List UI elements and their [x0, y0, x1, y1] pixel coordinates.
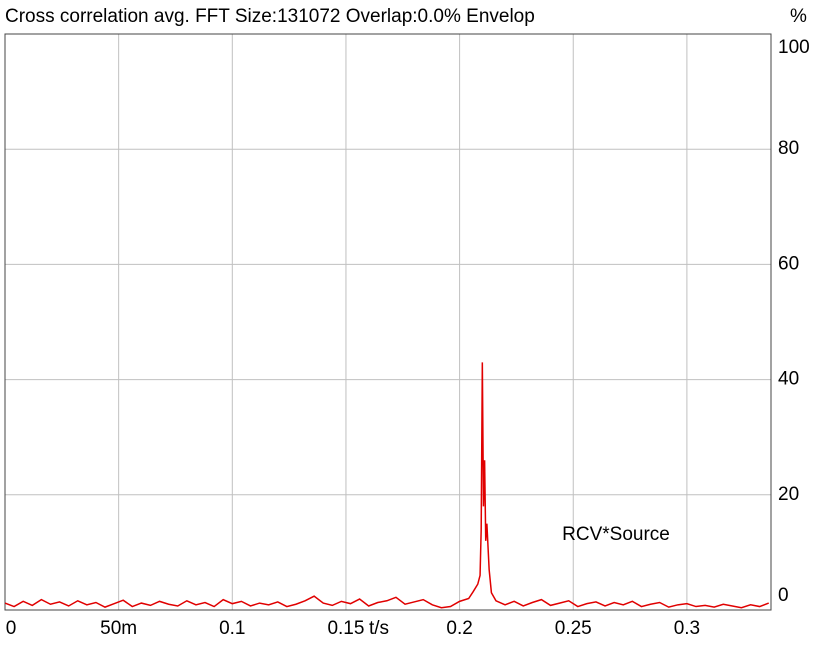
x-tick-label: 0.15: [327, 618, 364, 639]
y-tick-label: 40: [778, 369, 799, 390]
plot-frame: [4, 33, 772, 611]
x-tick-label: 0.3: [674, 618, 700, 639]
x-tick-label: 0.2: [446, 618, 472, 639]
x-tick-label: 0.1: [219, 618, 245, 639]
y-tick-label: 0: [778, 585, 789, 606]
y-axis-unit: %: [790, 6, 807, 27]
y-tick-label: 80: [778, 138, 799, 159]
y-tick-label: 60: [778, 253, 799, 274]
y-tick-label: 100: [778, 37, 810, 58]
x-axis-label: t/s: [369, 618, 389, 639]
chart-title: Cross correlation avg. FFT Size:131072 O…: [5, 6, 535, 27]
x-tick-label: 0: [6, 618, 17, 639]
plot-area: [5, 362, 769, 609]
annotation: RCV*Source: [562, 524, 670, 545]
y-tick-label: 20: [778, 484, 799, 505]
data-line: [5, 362, 769, 609]
x-tick-label: 50m: [100, 618, 137, 639]
x-tick-label: 0.25: [555, 618, 592, 639]
